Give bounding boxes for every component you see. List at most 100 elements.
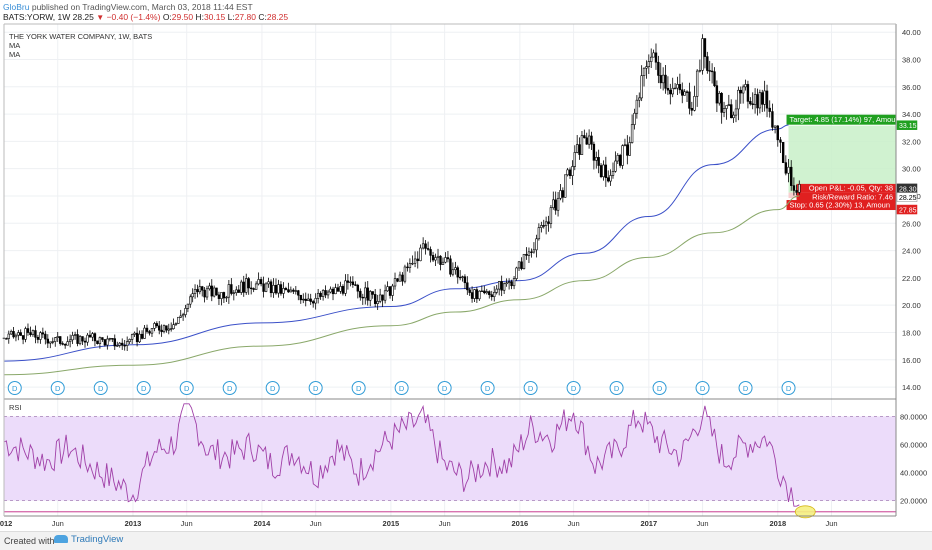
candle-body — [773, 125, 777, 128]
dividend-marker[interactable]: D — [93, 381, 108, 395]
candle-body — [573, 152, 576, 167]
dividend-marker[interactable]: D — [179, 381, 194, 395]
candle-body — [167, 328, 170, 331]
symbol-label[interactable]: BATS:YORW, 1W — [3, 12, 71, 22]
dividend-marker[interactable]: D — [265, 381, 280, 395]
candle-body — [123, 344, 126, 347]
candle — [237, 285, 240, 293]
candle — [391, 283, 394, 301]
candle — [388, 286, 392, 299]
candle — [564, 174, 567, 198]
dividend-letter: D — [227, 384, 233, 393]
dividend-marker[interactable]: D — [351, 381, 366, 395]
candle — [406, 262, 409, 272]
candle-body — [148, 331, 151, 334]
dividend-marker[interactable]: D — [308, 381, 323, 395]
candle — [547, 215, 550, 232]
candle — [708, 60, 711, 82]
open-pl-label[interactable]: Open P&L: -0.05, Qty: 38 — [796, 183, 896, 193]
candle — [269, 279, 273, 298]
candle — [502, 282, 506, 294]
candle-body — [444, 257, 447, 263]
candle-body — [685, 91, 689, 93]
dividend-letter: D — [614, 384, 620, 393]
candle-body — [483, 290, 486, 294]
candle-body — [247, 278, 250, 289]
candle-body — [78, 336, 82, 344]
candle — [416, 251, 419, 269]
candle-body — [7, 333, 10, 339]
candle-body — [763, 90, 766, 105]
dividend-marker[interactable]: D — [394, 381, 409, 395]
candle-body — [160, 329, 163, 333]
candle-body — [189, 296, 192, 305]
tradingview-link[interactable]: TradingView — [54, 534, 123, 545]
candle — [495, 285, 498, 295]
target-label-bg — [786, 114, 896, 125]
candle — [359, 288, 362, 301]
candle-body — [640, 75, 643, 99]
candle-body — [227, 284, 231, 298]
candle-body — [49, 341, 52, 344]
dividend-marker[interactable]: D — [222, 381, 237, 395]
candle-body — [771, 111, 774, 128]
position-tool[interactable]: Target: 4.85 (17.14%) 97, Amoun Open P&L:… — [786, 114, 900, 211]
dividend-letter: D — [98, 384, 104, 393]
candle-body — [585, 137, 588, 145]
candle-body — [193, 289, 197, 294]
candle-body — [583, 135, 586, 139]
candle — [36, 334, 40, 344]
author-link[interactable]: GloBru — [3, 2, 30, 12]
dividend-marker[interactable]: D — [136, 381, 151, 395]
candle-body — [279, 284, 283, 294]
candle-body — [96, 340, 99, 344]
candle-body — [162, 325, 166, 333]
candle — [456, 265, 459, 284]
candle — [249, 281, 253, 295]
dividend-marker[interactable]: D — [437, 381, 452, 395]
candle — [369, 290, 372, 307]
candle-body — [434, 257, 437, 261]
candle — [424, 240, 427, 255]
risk-reward-label-text: Risk/Reward Ratio: 7.46 — [812, 192, 893, 201]
candle-body — [507, 281, 511, 284]
candle — [116, 341, 119, 347]
candle — [307, 293, 310, 301]
candle — [628, 136, 631, 156]
candle — [741, 84, 745, 104]
candle-body — [683, 91, 686, 96]
target-label[interactable]: Target: 4.85 (17.14%) 97, Amoun — [786, 114, 900, 125]
candle — [468, 287, 471, 296]
dividend-marker[interactable]: D — [695, 381, 710, 395]
candle — [215, 287, 218, 296]
stop-label[interactable]: Stop: 0.65 (2.30%) 13, Amoun — [786, 200, 896, 211]
candle — [398, 271, 402, 282]
dividend-marker[interactable]: D — [781, 381, 796, 395]
dividend-marker[interactable]: D — [652, 381, 667, 395]
candle-body — [71, 335, 74, 341]
candle-body — [249, 287, 253, 290]
candle — [449, 255, 452, 277]
candle-body — [520, 261, 523, 269]
dividend-marker[interactable]: D — [50, 381, 65, 395]
dividend-marker[interactable]: D — [609, 381, 624, 395]
candle-body — [571, 166, 574, 177]
candle-body — [210, 285, 213, 297]
candle — [230, 278, 233, 296]
risk-reward-label[interactable]: Risk/Reward Ratio: 7.46 — [796, 192, 896, 202]
dividend-marker[interactable]: D — [566, 381, 581, 395]
dividend-marker[interactable]: D — [7, 381, 22, 395]
candle — [549, 204, 553, 229]
dividend-marker[interactable]: D — [523, 381, 538, 395]
dividend-marker[interactable]: D — [738, 381, 753, 395]
dividend-letter: D — [657, 384, 663, 393]
candle — [106, 335, 109, 350]
dividend-marker[interactable]: D — [480, 381, 495, 395]
candle-body — [274, 284, 278, 294]
price-tick-label: 36.00 — [902, 83, 921, 92]
candle-body — [635, 99, 639, 114]
candle — [787, 159, 790, 183]
candle-body — [66, 341, 69, 346]
candle-body — [29, 332, 32, 336]
